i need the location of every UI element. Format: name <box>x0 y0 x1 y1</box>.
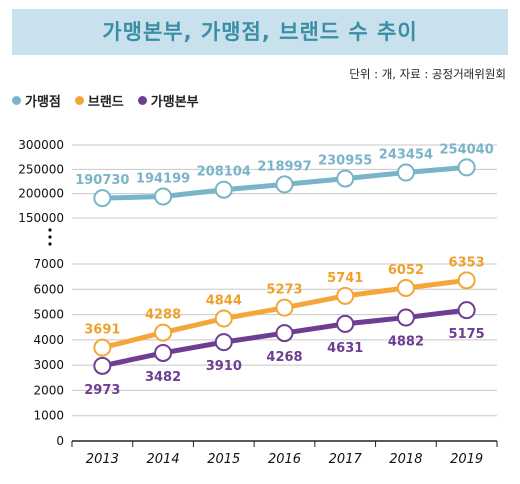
data-label: 254040 <box>440 142 494 157</box>
data-point <box>214 333 233 352</box>
data-point <box>214 180 233 199</box>
y-tick-label: 3000 <box>33 358 64 372</box>
data-point <box>154 343 173 362</box>
data-label: 190730 <box>75 173 129 188</box>
y-tick-label: 0 <box>56 434 64 448</box>
axis-break-dot <box>48 228 52 232</box>
data-label: 2973 <box>84 383 120 398</box>
unit-source-note: 단위 : 개, 자료 : 공정거래위원회 <box>349 67 506 81</box>
data-point <box>396 163 415 182</box>
data-point <box>93 338 112 357</box>
axis-break-dot <box>48 235 52 239</box>
data-label: 4288 <box>145 308 181 323</box>
y-tick-label: 5000 <box>33 308 64 322</box>
data-point <box>396 308 415 327</box>
data-point <box>275 175 294 194</box>
data-label: 5175 <box>449 327 485 342</box>
data-label: 6353 <box>449 255 485 270</box>
y-tick-label: 7000 <box>33 257 64 271</box>
data-label: 194199 <box>136 171 190 186</box>
data-label: 4268 <box>266 350 302 365</box>
data-point <box>275 298 294 317</box>
x-tick-label: 2016 <box>268 452 301 467</box>
data-label: 5741 <box>327 271 363 286</box>
data-point <box>336 286 355 305</box>
data-point <box>275 324 294 343</box>
y-tick-label: 4000 <box>33 333 64 347</box>
data-point <box>93 189 112 208</box>
axis-break-dot <box>48 242 52 246</box>
legend-label-franchisors: 가맹본부 <box>150 95 199 110</box>
legend-label-franchise-stores: 가맹점 <box>25 95 61 110</box>
data-point <box>93 356 112 375</box>
x-tick-label: 2018 <box>389 452 422 467</box>
y-tick-label: 6000 <box>33 282 64 296</box>
data-label: 3482 <box>145 370 181 385</box>
data-label: 4844 <box>206 294 242 309</box>
y-tick-label: 1000 <box>33 409 64 423</box>
chart-title: 가맹본부, 가맹점, 브랜드 수 추이 <box>102 20 418 44</box>
data-point <box>214 309 233 328</box>
data-label: 243454 <box>379 148 433 163</box>
data-point <box>154 323 173 342</box>
data-label: 208104 <box>197 165 251 180</box>
data-point <box>336 314 355 333</box>
legend-dot-franchisors <box>137 96 147 105</box>
legend-dot-franchise-stores <box>12 96 21 105</box>
legend: 가맹점 브랜드 가맹본부 <box>12 91 199 110</box>
data-label: 4631 <box>327 341 363 356</box>
x-tick-label: 2019 <box>450 452 483 467</box>
legend-item-franchisors: 가맹본부 <box>137 91 199 110</box>
data-label: 4882 <box>388 335 424 350</box>
data-label: 218997 <box>257 159 311 174</box>
data-label: 5273 <box>266 283 302 298</box>
y-tick-label: 150000 <box>18 211 64 225</box>
data-point <box>396 278 415 297</box>
data-label: 230955 <box>318 154 372 169</box>
title-banner: 가맹본부, 가맹점, 브랜드 수 추이 <box>12 9 508 55</box>
y-tick-label: 250000 <box>18 162 64 176</box>
legend-item-brands: 브랜드 <box>74 91 124 110</box>
data-point <box>154 187 173 206</box>
x-tick-label: 2017 <box>329 452 363 467</box>
legend-dot-brands <box>74 96 84 105</box>
data-point <box>457 301 476 320</box>
x-tick-label: 2013 <box>86 452 119 467</box>
x-tick-label: 2015 <box>207 452 240 467</box>
y-tick-label: 300000 <box>18 138 64 152</box>
data-label: 3691 <box>84 323 120 338</box>
legend-item-franchise-stores: 가맹점 <box>12 91 61 110</box>
data-point <box>457 271 476 290</box>
y-tick-label: 2000 <box>33 383 64 397</box>
y-tick-label: 200000 <box>18 187 64 201</box>
data-label: 3910 <box>206 359 242 374</box>
legend-label-brands: 브랜드 <box>87 95 124 110</box>
data-point <box>457 158 476 177</box>
data-label: 6052 <box>388 263 424 278</box>
x-tick-label: 2014 <box>147 452 180 467</box>
data-point <box>336 169 355 188</box>
